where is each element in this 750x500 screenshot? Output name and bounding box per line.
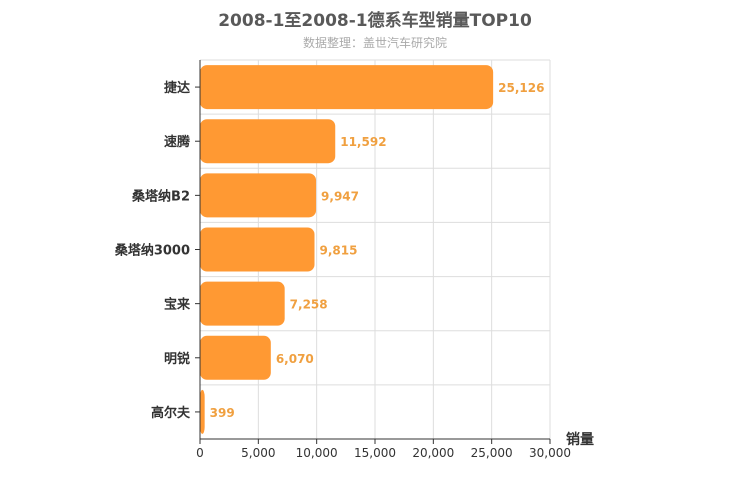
y-category-label: 捷达 — [164, 80, 190, 96]
bar — [200, 173, 317, 218]
bar-value-label: 11,592 — [340, 135, 386, 149]
x-axis-title: 销量 — [566, 431, 594, 448]
bar-value-label: 399 — [210, 406, 235, 420]
bar-value-label: 6,070 — [276, 352, 314, 366]
x-tick-label: 10,000 — [296, 446, 338, 460]
bar — [200, 119, 336, 164]
x-tick-label: 30,000 — [529, 446, 571, 460]
axes: 0 5,000 10,000 15,000 20,000 25,000 30,000 捷达速腾… — [114, 60, 571, 460]
chart-subtitle: 数据整理：盖世汽车研究院 — [302, 36, 447, 50]
y-category-label: 明锐 — [164, 351, 190, 367]
y-category-label: 桑塔纳3000 — [114, 243, 190, 259]
bar — [200, 335, 271, 380]
bar — [200, 227, 315, 272]
x-tick-label: 20,000 — [412, 446, 454, 460]
bar-value-label: 7,258 — [290, 298, 328, 312]
bar-value-label: 9,947 — [321, 189, 359, 203]
y-category-label: 速腾 — [164, 134, 191, 150]
y-category-label: 桑塔纳B2 — [131, 188, 190, 204]
bar — [200, 281, 285, 326]
y-category-label: 高尔夫 — [151, 405, 191, 421]
bar-series: 25,126 11,592 9,947 9,815 7,258 6,070 399 — [200, 65, 544, 434]
x-tick-label: 15,000 — [354, 446, 396, 460]
x-tick-label: 25,000 — [471, 446, 513, 460]
y-category-label: 宝来 — [164, 297, 191, 313]
bar-value-label: 9,815 — [320, 244, 358, 258]
bar — [200, 65, 494, 110]
bar-value-label: 25,126 — [498, 81, 544, 95]
bar — [200, 389, 205, 434]
x-tick-label: 0 — [196, 446, 204, 460]
chart-title: 2008-1至2008-1德系车型销量TOP10 — [218, 11, 532, 31]
x-tick-label: 5,000 — [241, 446, 275, 460]
